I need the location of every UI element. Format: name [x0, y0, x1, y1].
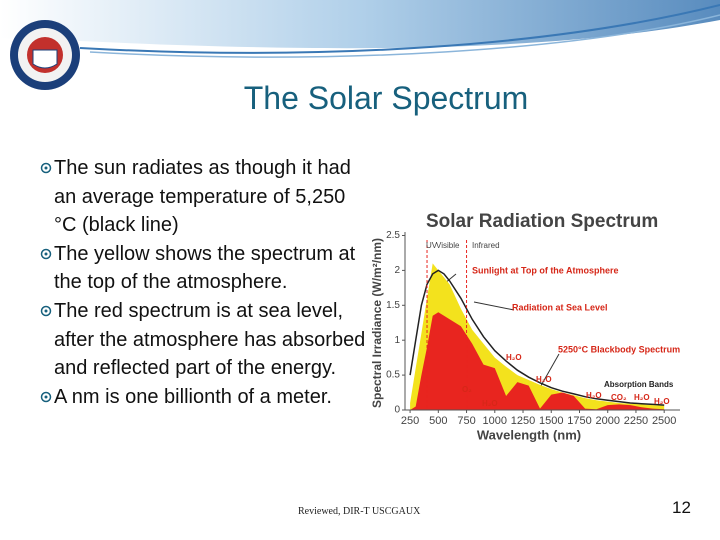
chart: Solar Radiation Spectrum Spectral Irradi…	[364, 206, 686, 446]
band-label: UV	[426, 241, 438, 250]
x-tick-label: 1750	[567, 415, 591, 427]
absorption-label: H₂O	[654, 397, 670, 406]
y-axis-label: Spectral Irradiance (W/m²/nm)	[370, 238, 384, 408]
absorption-label: Absorption Bands	[604, 380, 674, 389]
absorption-label: H₂O	[586, 391, 602, 400]
absorption-label: H₂O	[536, 375, 552, 384]
band-label: Infrared	[472, 241, 500, 250]
chart-title: Solar Radiation Spectrum	[426, 211, 658, 232]
bullet-icon	[40, 391, 52, 402]
y-tick-label: 2	[394, 265, 400, 276]
bullet-icon	[40, 162, 52, 174]
bullet-icon	[40, 248, 52, 260]
absorption-label: CO₂	[611, 393, 627, 402]
legend-label: Sunlight at Top of the Atmosphere	[472, 265, 619, 275]
x-tick-label: 250	[401, 415, 419, 427]
x-tick-label: 750	[457, 415, 475, 427]
legend-label: Radiation at Sea Level	[512, 302, 608, 312]
bullet-text: The red spectrum is at sea level, after …	[54, 299, 366, 380]
x-axis-label: Wavelength (nm)	[477, 427, 581, 442]
bullet: A nm is one billionth of a meter.	[38, 383, 368, 412]
absorption-label: H₂O	[634, 393, 650, 402]
y-tick-label: 0.5	[386, 370, 400, 381]
x-tick-label: 2250	[624, 415, 648, 427]
absorption-label: O₂	[462, 385, 472, 394]
bullet: The red spectrum is at sea level, after …	[38, 297, 368, 383]
slide-title: The Solar Spectrum	[243, 80, 529, 116]
bullet-icon	[40, 305, 52, 317]
band-label: Visible	[436, 241, 460, 250]
y-tick-label: 0	[394, 405, 400, 416]
bullet-text: The yellow shows the spectrum at the top…	[54, 242, 356, 294]
bullet-list: The sun radiates as though it had an ave…	[38, 154, 368, 411]
y-tick-label: 1.5	[386, 300, 400, 311]
bullet: The sun radiates as though it had an ave…	[38, 154, 368, 240]
absorption-label: H₂O	[482, 399, 498, 408]
line	[409, 269, 665, 406]
area	[410, 312, 665, 410]
bullet-text: A nm is one billionth of a meter.	[54, 385, 332, 408]
absorption-label: H₂O	[506, 353, 522, 362]
bullet-text: The sun radiates as though it had an ave…	[54, 157, 351, 237]
x-tick-label: 1250	[511, 415, 535, 427]
y-tick-label: 2.5	[386, 230, 400, 241]
header-decoration	[0, 0, 720, 90]
legend-label: 5250°C Blackbody Spectrum	[558, 344, 680, 354]
x-tick-label: 500	[429, 415, 447, 427]
x-tick-label: 2500	[652, 415, 676, 427]
x-tick-label: 2000	[595, 415, 619, 427]
page-number: 12	[672, 498, 691, 517]
bullet: The yellow shows the spectrum at the top…	[38, 240, 368, 297]
footer: Reviewed, DIR-T USCGAUX	[298, 506, 421, 517]
x-tick-label: 1500	[539, 415, 563, 427]
x-tick-label: 1000	[483, 415, 507, 427]
y-tick-label: 1	[394, 335, 400, 346]
